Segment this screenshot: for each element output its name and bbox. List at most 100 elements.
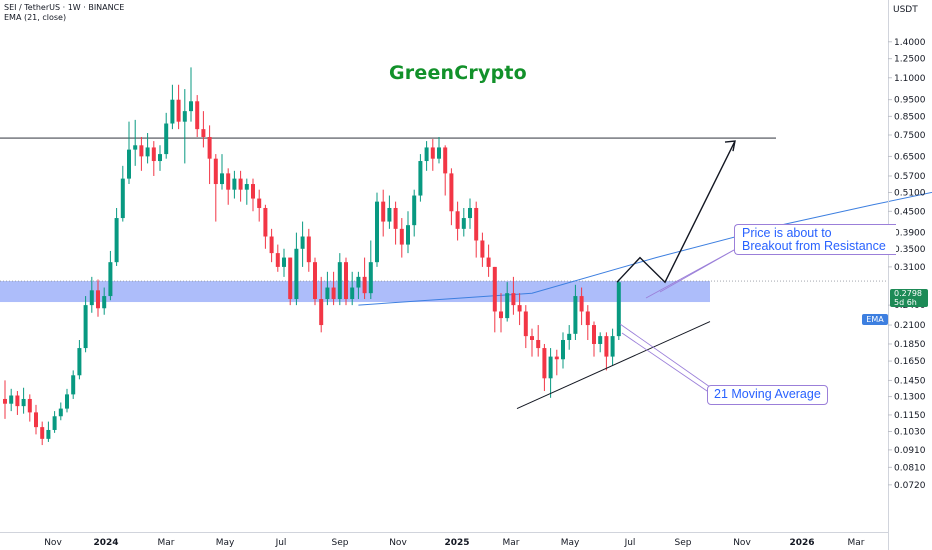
price-tick-label: 0.3900 xyxy=(894,229,926,239)
candle xyxy=(579,287,584,326)
candle xyxy=(331,271,336,306)
candle xyxy=(102,287,107,315)
time-tick-label: 2025 xyxy=(444,538,469,548)
time-tick-label: Nov xyxy=(389,538,407,548)
plot-area[interactable] xyxy=(0,0,888,532)
candle xyxy=(461,207,466,237)
price-tick-label: 0.1300 xyxy=(894,393,926,403)
symbol-title: SEI / TetherUS · 1W · BINANCE xyxy=(4,3,125,12)
candle xyxy=(387,195,392,229)
candle-body xyxy=(331,287,336,300)
candle-body xyxy=(226,173,231,190)
candle-body xyxy=(449,173,454,212)
candle-body xyxy=(362,276,367,294)
price-axis[interactable]: USDT 1.4000 1.2500 1.1000 0.9500 0.8500 0.7500… xyxy=(888,5,926,491)
price-tick-label: 0.1030 xyxy=(894,427,926,437)
candle-body xyxy=(52,416,57,430)
candle xyxy=(83,296,88,353)
candle-body xyxy=(89,290,94,306)
price-tick-label: 0.5700 xyxy=(894,172,926,182)
candle-body xyxy=(579,296,584,312)
time-tick-label: Sep xyxy=(675,538,692,548)
candle xyxy=(455,201,460,241)
candle xyxy=(21,387,26,414)
candle-body xyxy=(232,178,237,190)
candle-body xyxy=(96,290,100,309)
price-tick-label: 0.3500 xyxy=(894,245,926,255)
breakout-annotation[interactable]: Price is about to Breakout from Resistan… xyxy=(734,224,896,255)
price-tick-label: 0.3100 xyxy=(894,263,926,273)
candle xyxy=(356,271,361,300)
candle xyxy=(133,119,138,166)
candle-body xyxy=(424,147,429,162)
candle xyxy=(375,192,379,267)
price-tick-label: 0.0810 xyxy=(894,463,926,473)
candle xyxy=(430,139,435,171)
price-tick-label: 0.6500 xyxy=(894,152,926,162)
candle xyxy=(189,67,193,122)
current-price-value: 0.2798 xyxy=(894,289,922,298)
candle-body xyxy=(170,99,175,124)
candle-body xyxy=(300,236,305,249)
candle xyxy=(368,240,373,300)
candle-body xyxy=(282,257,286,267)
candle-body xyxy=(592,325,596,344)
ema-price-tag: EMA xyxy=(862,314,888,325)
price-tick-label: 1.1000 xyxy=(894,74,926,84)
candle xyxy=(598,332,603,353)
ema-layer xyxy=(358,191,932,306)
candle-body xyxy=(127,149,131,179)
candle xyxy=(542,343,547,392)
candle xyxy=(406,211,410,254)
time-axis[interactable]: Nov 2024 Mar May Jul Sep Nov 2025 Mar May Jul Sep No… xyxy=(44,538,865,548)
candle xyxy=(604,332,609,371)
candle-body xyxy=(337,262,342,300)
candle xyxy=(424,141,429,171)
time-tick-label: Sep xyxy=(332,538,349,548)
candle-body xyxy=(133,145,138,150)
candle xyxy=(127,121,131,185)
candle xyxy=(263,204,268,249)
candle-body xyxy=(455,211,460,229)
candle xyxy=(195,95,200,138)
candle xyxy=(536,325,541,357)
candle xyxy=(52,411,57,433)
candle-body xyxy=(251,184,255,199)
candle xyxy=(65,388,69,413)
candle xyxy=(114,207,119,266)
candle-body xyxy=(294,248,299,300)
breakout-annotation-line-2: Breakout from Resistance xyxy=(742,239,886,253)
candle-body xyxy=(77,348,82,376)
candle xyxy=(170,84,175,130)
current-price-tag: 0.2798 5d 6h xyxy=(890,289,928,307)
candle-body xyxy=(616,282,621,337)
candle xyxy=(610,328,615,366)
time-tick-label: Mar xyxy=(158,538,175,548)
candle xyxy=(616,279,621,340)
candle-body xyxy=(542,348,547,379)
candle xyxy=(207,125,212,185)
candle-body xyxy=(207,137,212,159)
candle-body xyxy=(474,207,479,241)
candle-body xyxy=(195,101,200,130)
candle xyxy=(176,84,181,130)
candle xyxy=(40,421,45,446)
candle xyxy=(288,257,293,306)
candle xyxy=(511,276,516,315)
candle xyxy=(337,253,342,306)
price-tick-label: 1.2500 xyxy=(894,55,926,65)
price-tick-label: 0.2100 xyxy=(894,321,926,331)
candle xyxy=(220,154,224,190)
candle xyxy=(3,380,7,419)
candle xyxy=(393,201,398,245)
ma-annotation[interactable]: 21 Moving Average xyxy=(707,385,828,405)
candle-body xyxy=(71,375,76,395)
candle xyxy=(449,168,454,226)
breakout-connector-upper xyxy=(659,249,735,293)
candle-body xyxy=(381,201,386,222)
candle-countdown: 5d 6h xyxy=(894,298,917,307)
candle-body xyxy=(269,236,274,254)
price-tick-label: 1.4000 xyxy=(894,38,926,48)
candle xyxy=(120,165,125,222)
